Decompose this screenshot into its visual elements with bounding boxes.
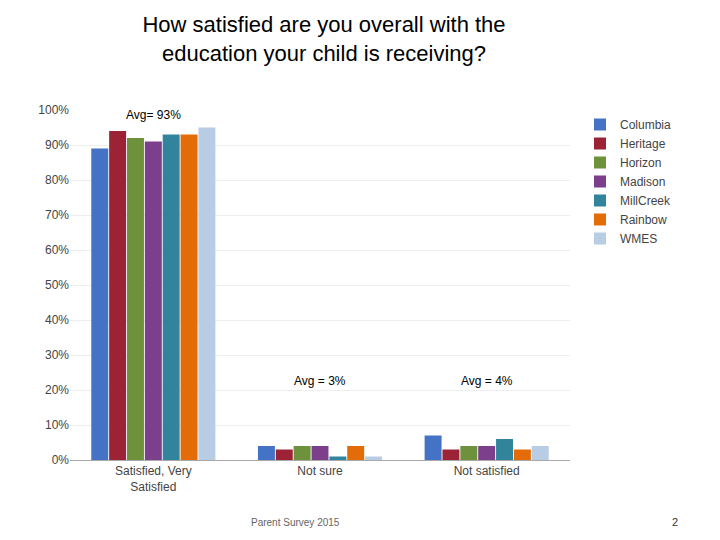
svg-text:Columbia: Columbia [620, 118, 671, 132]
svg-text:20%: 20% [45, 383, 69, 397]
svg-text:10%: 10% [45, 418, 69, 432]
svg-text:Avg= 93%: Avg= 93% [126, 108, 181, 122]
svg-text:Madison: Madison [620, 175, 665, 189]
svg-text:Parent Survey 2015: Parent Survey 2015 [251, 517, 340, 528]
svg-text:Not satisfied: Not satisfied [454, 464, 520, 478]
svg-text:40%: 40% [45, 313, 69, 327]
svg-text:How satisfied are you overall: How satisfied are you overall with theed… [142, 12, 505, 66]
svg-text:2: 2 [672, 516, 678, 528]
svg-text:Satisfied, VerySatisfied: Satisfied, VerySatisfied [115, 464, 192, 494]
svg-text:Heritage: Heritage [620, 137, 666, 151]
svg-text:0%: 0% [52, 453, 70, 467]
svg-text:90%: 90% [45, 138, 69, 152]
svg-text:100%: 100% [38, 103, 69, 117]
svg-text:Not sure: Not sure [297, 464, 343, 478]
svg-text:70%: 70% [45, 208, 69, 222]
svg-text:Avg = 4%: Avg = 4% [461, 374, 513, 388]
svg-text:80%: 80% [45, 173, 69, 187]
svg-text:WMES: WMES [620, 232, 657, 246]
svg-text:30%: 30% [45, 348, 69, 362]
svg-text:60%: 60% [45, 243, 69, 257]
svg-text:Rainbow: Rainbow [620, 213, 667, 227]
svg-text:Horizon: Horizon [620, 156, 661, 170]
svg-text:Avg = 3%: Avg = 3% [294, 374, 346, 388]
svg-text:50%: 50% [45, 278, 69, 292]
svg-text:MillCreek: MillCreek [620, 194, 671, 208]
